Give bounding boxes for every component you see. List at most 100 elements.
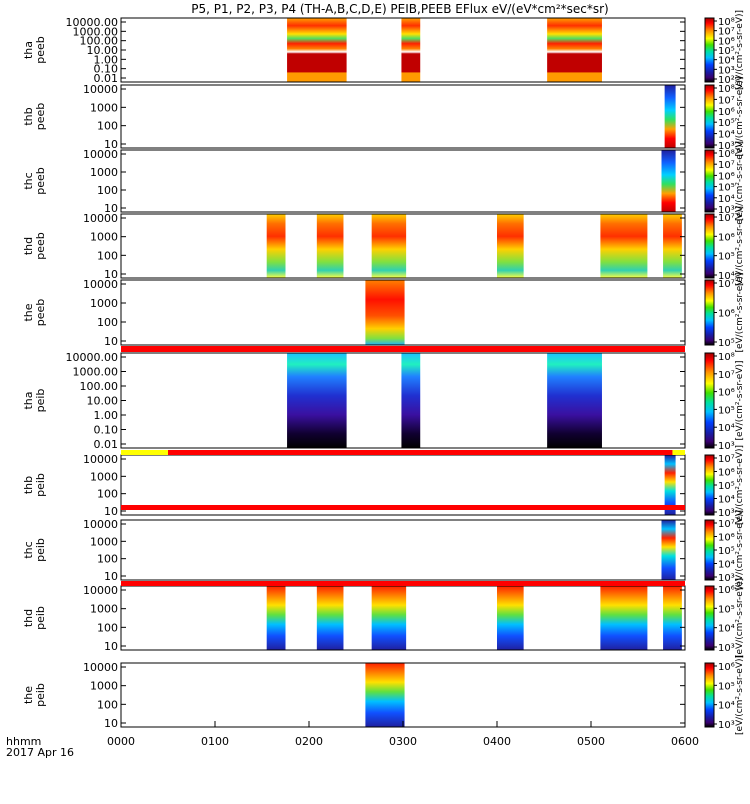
panel-frame-2 [120,84,686,149]
x-axis-label: hhmm [6,735,41,748]
y-tick-label: 10 [104,717,118,730]
status-bar-ion-a [121,347,685,352]
colorbar-tick-label: 10⁴ [718,495,735,506]
y-tick-label: 10000 [83,148,118,161]
y-tick-label: 10 [104,640,118,653]
colorbar-tick-label: 10⁴ [718,423,735,434]
colorbar-5 [704,279,715,346]
y-tick-label: 1000 [90,231,118,244]
colorbar-label: [eV/(cm²-s-sr-eV)] [735,206,745,286]
y-tick-label: 10 [104,335,118,348]
colorbar-tick-label: 10⁵ [718,183,735,194]
colorbar-tick-label: 10⁴ [718,194,735,205]
spectrogram-block-1-3 [547,18,602,82]
colorbar-label: [eV/(cm²-s-sr-eV)] [735,360,745,440]
colorbar-tick-label: 10⁶ [718,533,735,544]
panel-ylabel-product: peeb [34,232,47,260]
colorbar-tick-label: 10⁶ [718,309,735,320]
x-tick-label: 0200 [295,735,323,748]
colorbar-7 [704,454,715,516]
x-tick-label: 0400 [483,735,511,748]
colorbar-tick-label: 10³ [718,508,735,519]
y-tick-label: 10000 [83,453,118,466]
panel-ylabel-product: peib [34,389,47,413]
panel-ylabel-instrument: thc [22,172,35,189]
y-tick-label: 10 [104,138,118,151]
panel-ylabel-product: peeb [34,299,47,327]
colorbar-tick-label: 10³ [718,65,735,76]
colorbar-tick-label: 10⁵ [718,546,735,557]
panel-ylabel-product: peib [34,538,47,562]
spectrogram-block-6-2 [401,353,421,448]
y-tick-label: 0.10 [94,424,119,437]
colorbar-tick-label: 10⁴ [718,701,735,712]
panel-frame-5 [120,279,686,346]
colorbar-tick-label: 10⁵ [718,252,735,263]
spectrogram-block-4-5 [600,214,648,278]
y-tick-label: 0.01 [94,72,119,85]
panel-ylabel-product: peib [34,473,47,497]
spectrogram-block-9-4 [497,586,524,650]
colorbar-10 [704,662,715,728]
y-tick-label: 100.00 [80,380,119,393]
y-tick-label: 1000.00 [73,25,119,38]
spectrogram-block-6-1 [287,353,347,448]
panel-frame-8 [120,519,686,581]
colorbar-2 [704,84,715,149]
x-tick-label: 0100 [201,735,229,748]
y-tick-label: 10.00 [87,395,119,408]
colorbar-tick-label: 10³ [718,720,735,731]
colorbar-tick-label: 10⁸ [718,84,735,95]
y-tick-label: 10 [104,268,118,281]
colorbar-tick-label: 10⁴ [718,130,735,141]
y-tick-label: 1000 [90,603,118,616]
spectrogram-block-9-5 [600,586,648,650]
colorbar-tick-label: 10⁷ [718,370,735,381]
colorbar-1 [704,17,715,83]
colorbar-label: [eV/(cm²-s-sr-eV)] [735,76,745,156]
panel-ylabel-instrument: thc [22,541,35,558]
panel-frame-3 [120,149,686,213]
y-tick-label: 1000 [90,470,118,483]
colorbar-tick-label: 10³ [718,573,735,584]
colorbar-tick-label: 10⁵ [718,118,735,129]
colorbar-tick-label: 10⁷ [718,213,735,224]
panel-ylabel-product: peib [34,683,47,707]
colorbar-tick-label: 10⁶ [718,36,735,47]
colorbar-label: [eV/(cm²-s-sr-eV)] [735,141,745,221]
x-axis-date: 2017 Apr 16 [6,746,74,759]
panel-ylabel-instrument: tha [22,391,35,409]
spectrogram-block-1-1 [287,18,347,82]
chart-title: P5, P1, P2, P3, P4 (TH-A,B,C,D,E) PEIB,P… [191,2,608,16]
colorbar-8 [704,519,715,581]
status-bar-7-end [672,450,685,455]
spectrogram-block-1-2 [401,18,421,82]
colorbar-tick-label: 10⁷ [718,160,735,171]
colorbar-tick-label: 10⁶ [718,171,735,182]
colorbar-9 [704,585,715,651]
y-tick-label: 100 [97,120,118,133]
spectrogram-block-9-2 [316,586,344,650]
y-tick-label: 1000 [90,101,118,114]
panel-ylabel-product: peib [34,606,47,630]
colorbar-tick-label: 10⁸ [718,17,735,28]
colorbar-tick-label: 10⁵ [718,481,735,492]
colorbar-6 [704,352,715,449]
y-tick-label: 10000.00 [66,16,119,29]
spectrogram-block-4-1 [266,214,286,278]
y-tick-label: 10000 [83,518,118,531]
spectrogram-block-4-4 [497,214,524,278]
colorbar-tick-label: 10³ [718,205,735,216]
spectrogram-block-5-1 [365,280,405,345]
status-bar-7-mid [168,450,673,455]
spectrogram-block-9-1 [266,586,286,650]
colorbar-tick-label: 10² [718,75,735,86]
y-tick-label: 100 [97,553,118,566]
spectrogram-block-2-1 [664,85,676,148]
spectrogram-block-3-1 [661,150,676,212]
y-tick-label: 100 [97,184,118,197]
colorbar-tick-label: 10⁶ [718,232,735,243]
x-tick-label: 0600 [671,735,699,748]
panel-ylabel-product: peeb [34,103,47,131]
y-tick-label: 10 [104,570,118,583]
